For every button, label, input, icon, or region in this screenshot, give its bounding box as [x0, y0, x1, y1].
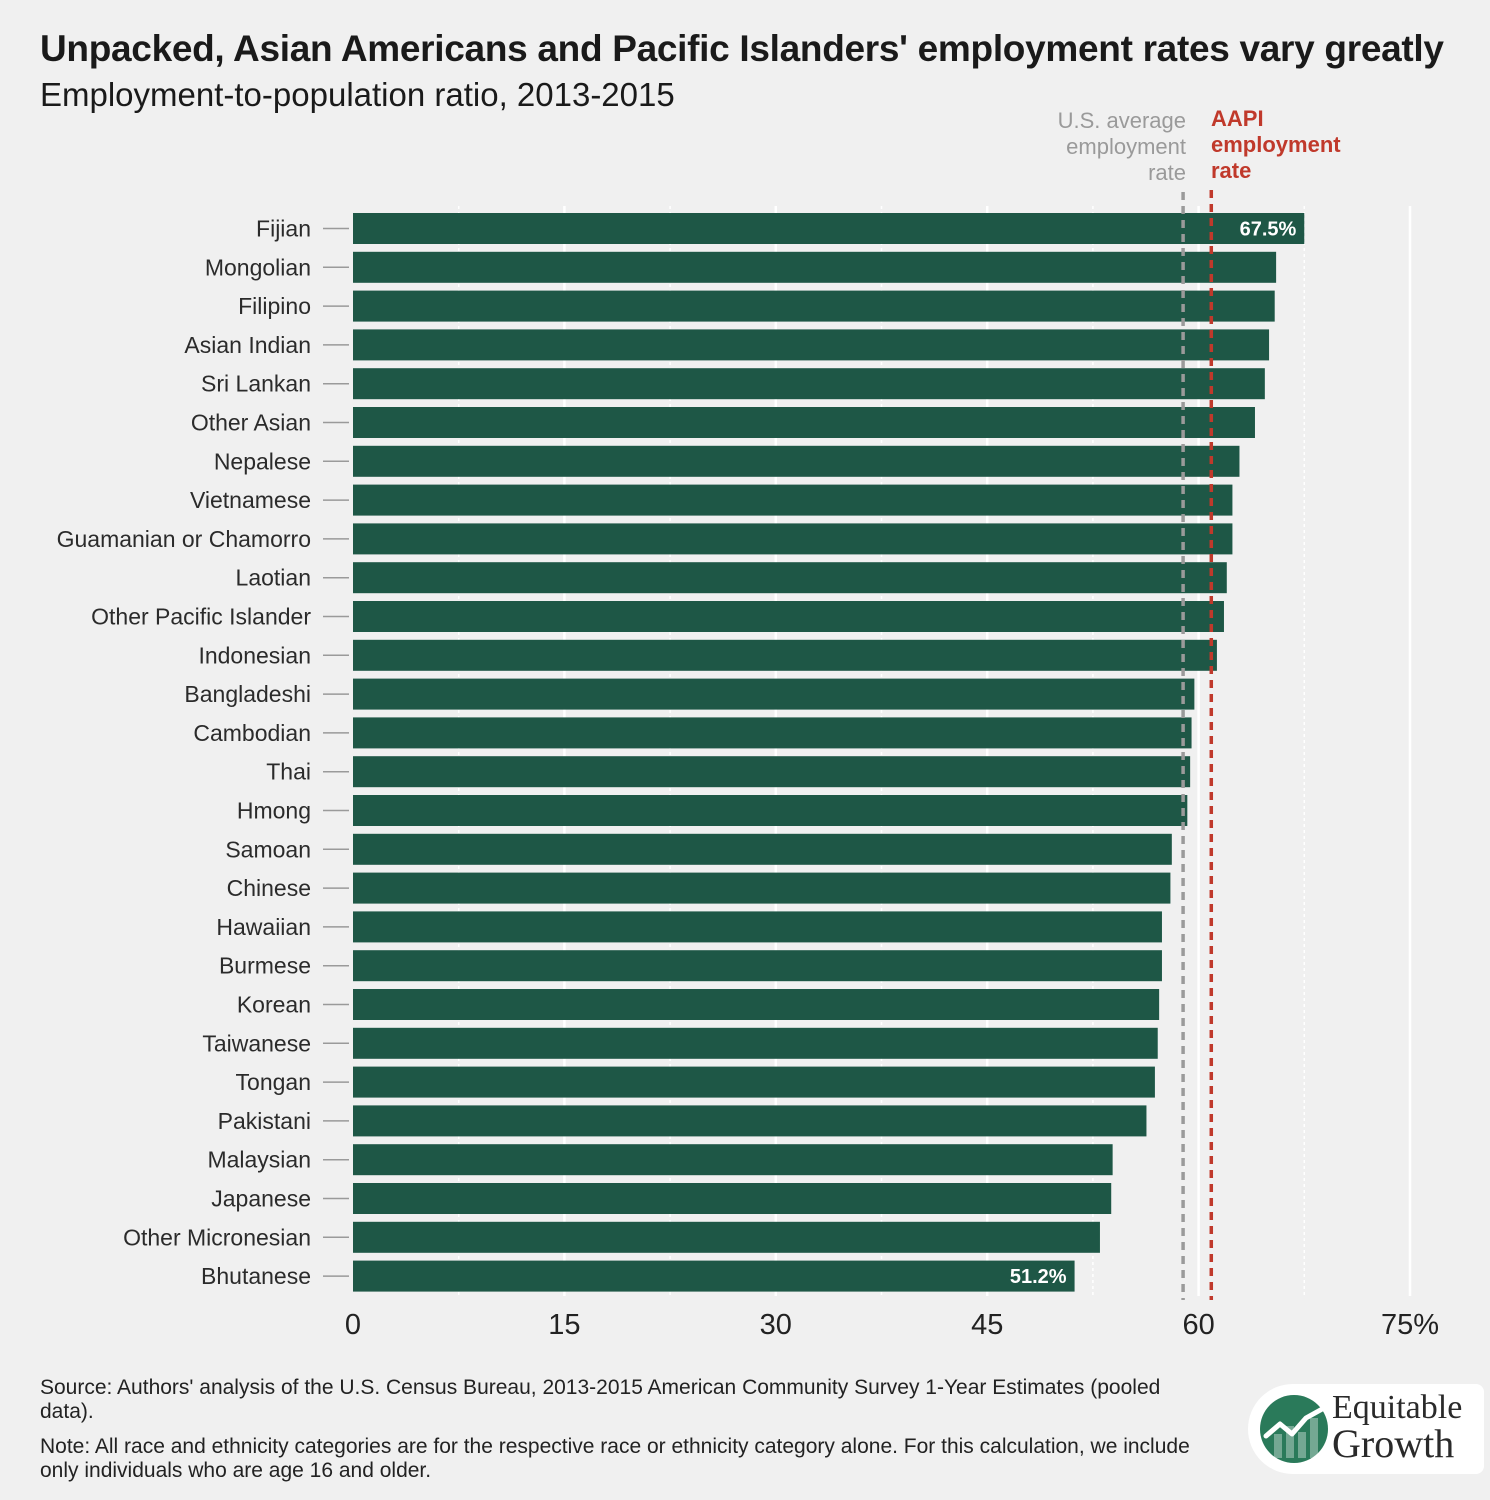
category-label: Taiwanese — [202, 1030, 311, 1056]
value-label: 51.2% — [1010, 1266, 1067, 1288]
bar — [353, 290, 1275, 322]
chart-subtitle: Employment-to-population ratio, 2013-201… — [40, 76, 675, 113]
category-label: Japanese — [211, 1186, 311, 1212]
category-label: Indonesian — [198, 642, 311, 668]
bar — [353, 523, 1233, 555]
x-tick-label: 0 — [345, 1309, 361, 1341]
us-average-label: U.S. average employment rate — [1016, 108, 1186, 186]
bar — [353, 368, 1265, 400]
x-axis: 0 15 30 45 60 75% — [345, 1309, 1439, 1341]
category-label: Malaysian — [207, 1147, 311, 1173]
category-label: Tongan — [236, 1069, 311, 1095]
bar — [353, 717, 1192, 749]
x-tick-label: 60 — [1182, 1309, 1214, 1341]
category-label: Samoan — [225, 836, 311, 862]
x-tick-label: 30 — [760, 1309, 792, 1341]
bar — [353, 407, 1255, 438]
category-label: Hmong — [237, 798, 311, 824]
category-label: Burmese — [219, 953, 311, 979]
category-label: Other Pacific Islander — [91, 604, 311, 630]
bar — [353, 1144, 1113, 1176]
x-tick-label: 15 — [548, 1309, 580, 1341]
category-label: Sri Lankan — [201, 371, 311, 397]
source-note: Source: Authors' analysis of the U.S. Ce… — [40, 1376, 1161, 1423]
category-label: Thai — [266, 759, 311, 785]
category-label: Pakistani — [218, 1108, 311, 1134]
chart-title: Unpacked, Asian Americans and Pacific Is… — [40, 28, 1444, 69]
x-tick-label: 45 — [971, 1309, 1003, 1341]
category-label: Mongolian — [205, 254, 311, 280]
bar — [353, 833, 1172, 865]
category-label: Other Asian — [191, 410, 311, 436]
bar-chart: 67.5% 51.2% Fijian Mongolian Filipino Asian … — [57, 190, 1439, 1341]
us-average-label-line: rate — [1148, 160, 1186, 185]
category-label: Other Micronesian — [123, 1224, 311, 1250]
category-label: Bangladeshi — [184, 681, 311, 707]
value-label: 67.5% — [1240, 219, 1297, 241]
category-label: Asian Indian — [184, 332, 311, 358]
bar — [353, 872, 1171, 904]
category-label: Filipino — [238, 293, 311, 319]
equitable-growth-logo: Equitable Growth — [1248, 1384, 1484, 1474]
bar — [353, 756, 1191, 788]
bar — [353, 484, 1233, 516]
bar — [353, 911, 1162, 943]
logo-line-1: Equitable — [1332, 1389, 1463, 1426]
bar — [353, 562, 1227, 594]
bar — [353, 1066, 1155, 1098]
aapi-rate-label-line: employment — [1211, 132, 1341, 157]
bar — [353, 329, 1270, 361]
category-label: Fijian — [256, 216, 311, 242]
bar — [353, 445, 1240, 477]
bar — [353, 251, 1277, 283]
category-label: Laotian — [236, 565, 311, 591]
logo-wordmark: Equitable Growth — [1332, 1389, 1482, 1466]
bar — [353, 989, 1160, 1020]
bars: 67.5% 51.2% — [353, 213, 1305, 1292]
aapi-rate-label-line: rate — [1211, 158, 1252, 183]
category-label: Nepalese — [214, 448, 311, 474]
bar — [353, 795, 1188, 826]
bar — [353, 678, 1195, 710]
category-label: Vietnamese — [190, 487, 311, 513]
bar — [353, 1027, 1158, 1059]
category-label: Bhutanese — [201, 1263, 311, 1289]
bar — [353, 1221, 1100, 1253]
logo-line-2: Growth — [1332, 1421, 1455, 1466]
bar — [353, 1260, 1075, 1292]
reference-lines — [1181, 190, 1214, 1300]
category-labels: Fijian Mongolian Filipino Asian Indian Sri L… — [57, 216, 349, 1289]
category-label: Korean — [237, 992, 311, 1018]
category-label: Cambodian — [193, 720, 311, 746]
growth-chart-logo-icon — [1260, 1395, 1328, 1463]
bar — [353, 1105, 1147, 1137]
category-label: Guamanian or Chamorro — [57, 526, 311, 552]
bar — [353, 213, 1305, 244]
category-label: Chinese — [227, 875, 311, 901]
bar — [353, 601, 1224, 632]
method-note: Note: All race and ethnicity categories … — [40, 1435, 1190, 1482]
bar — [353, 1183, 1112, 1214]
us-average-label-line: U.S. average — [1057, 108, 1186, 133]
aapi-rate-label: AAPI employment rate — [1211, 106, 1391, 184]
x-tick-label: 75% — [1381, 1309, 1439, 1341]
aapi-rate-label-line: AAPI — [1211, 106, 1264, 131]
category-label: Hawaiian — [216, 914, 311, 940]
bar — [353, 950, 1162, 982]
bar — [353, 639, 1217, 671]
us-average-label-line: employment — [1066, 134, 1186, 159]
